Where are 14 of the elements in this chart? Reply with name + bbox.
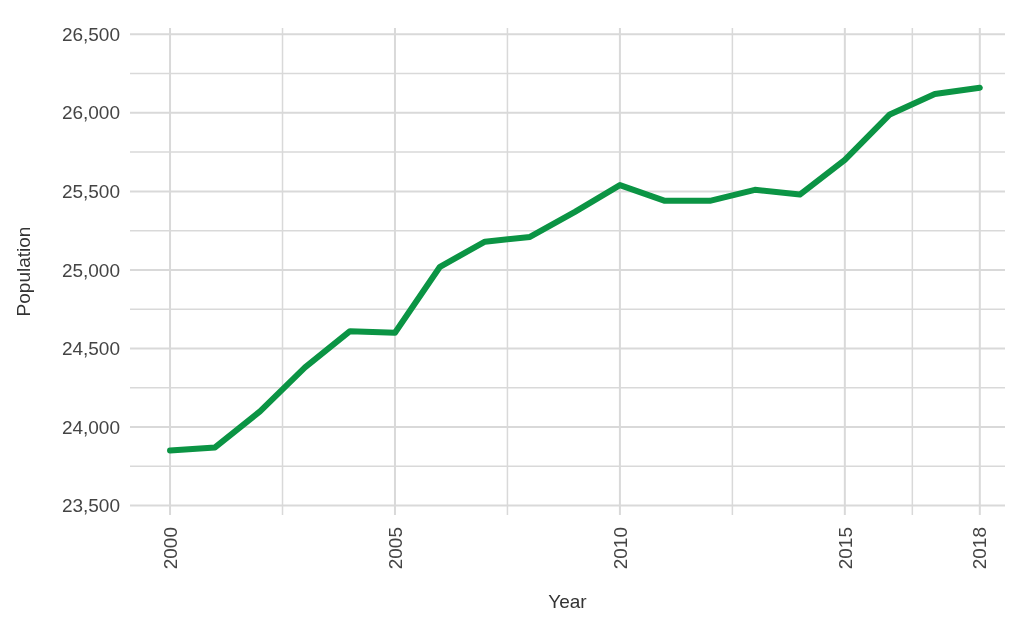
y-tick-label: 25,500 (61, 181, 120, 203)
y-tick-label: 24,000 (61, 416, 120, 438)
x-tick-label: 2000 (159, 527, 181, 570)
x-tick-label: 2018 (969, 527, 991, 570)
y-tick-label: 23,500 (61, 495, 120, 517)
y-axis-title: Population (13, 226, 34, 317)
x-tick-label: 2005 (384, 527, 406, 570)
y-tick-label: 25,000 (61, 259, 120, 281)
x-axis-title: Year (548, 591, 588, 612)
y-tick-label: 24,500 (61, 338, 120, 360)
y-tick-label: 26,000 (61, 102, 120, 124)
x-tick-label: 2010 (609, 527, 631, 570)
x-tick-label: 2015 (834, 527, 856, 570)
y-tick-label: 26,500 (61, 23, 120, 45)
